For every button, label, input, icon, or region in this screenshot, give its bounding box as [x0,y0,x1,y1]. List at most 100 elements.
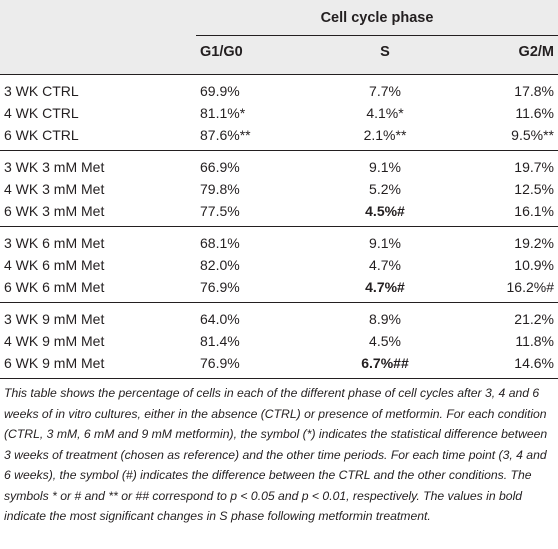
cell-g1-g0: 66.9% [200,156,240,178]
value: 10.9% [514,257,554,273]
value: 68.1% [200,235,240,251]
value: 2.1% [363,127,396,143]
cell-g1-g0: 69.9% [200,80,240,102]
row-label: 4 WK 9 mM Met [4,333,105,349]
value: 12.5% [514,181,554,197]
value: 64.0% [200,311,240,327]
cell-s: 4.1%* [340,102,430,124]
table-body: 3 WK CTRL 69.9% 7.7% 17.8% 4 WK CTRL 81.1%* 4.… [0,75,558,379]
value: 19.2% [514,235,554,251]
cell-s: 5.2% [340,178,430,200]
row-label: 4 WK CTRL [4,105,79,121]
column-header-g1-g0: G1/G0 [200,44,243,60]
cell-g2-m: 11.6% [515,102,554,124]
table-row: 3 WK 3 mM Met 66.9% 9.1% 19.7% [0,156,558,178]
row-label: 4 WK 6 mM Met [4,257,105,273]
cell-g2-m: 16.2%# [507,276,555,298]
cell-s: 4.5%# [340,200,430,222]
row-label: 6 WK 9 mM Met [4,355,105,371]
value-bold: 4.5%# [365,203,405,219]
group-rule [0,302,558,303]
cell-s: 4.7% [340,254,430,276]
row-group: 3 WK 6 mM Met 68.1% 9.1% 19.2% 4 WK 6 mM Met… [0,227,558,302]
row-label: 3 WK 3 mM Met [4,159,105,175]
cell-s: 6.7%## [340,352,430,374]
cell-s: 8.9% [340,308,430,330]
cell-s: 9.1% [340,232,430,254]
value: 76.9% [200,279,240,295]
cell-g2-m: 11.8% [515,330,554,352]
value: 87.6% [200,127,240,143]
cell-s: 2.1%** [340,124,430,146]
table-row: 4 WK 3 mM Met 79.8% 5.2% 12.5% [0,178,558,200]
table-row: 4 WK CTRL 81.1%* 4.1%* 11.6% [0,102,558,124]
cell-s: 7.7% [340,80,430,102]
cell-s: 4.5% [340,330,430,352]
significance-mark: ** [543,127,554,143]
cell-s: 4.7%# [340,276,430,298]
value: 77.5% [200,203,240,219]
group-rule [0,226,558,227]
value: 76.9% [200,355,240,371]
value: 9.5% [511,127,544,143]
cell-g2-m: 21.2% [514,308,554,330]
cell-g2-m: 16.1% [514,200,554,222]
value: 11.8% [515,333,554,349]
value: 8.9% [369,311,401,327]
row-label: 6 WK 6 mM Met [4,279,105,295]
table-row: 4 WK 6 mM Met 82.0% 4.7% 10.9% [0,254,558,276]
row-label: 6 WK CTRL [4,127,79,143]
value: 4.1% [366,105,399,121]
cell-g1-g0: 77.5% [200,200,240,222]
cell-g2-m: 14.6% [514,352,554,374]
cell-s: 9.1% [340,156,430,178]
cell-g1-g0: 87.6%** [200,124,251,146]
cell-g2-m: 12.5% [514,178,554,200]
table-row: 6 WK 9 mM Met 76.9% 6.7%## 14.6% [0,352,558,374]
significance-mark: ** [395,127,407,143]
cell-g1-g0: 76.9% [200,352,240,374]
cell-cycle-table: Cell cycle phase G1/G0 S G2/M 3 WK CTRL 6… [0,0,558,523]
cell-g1-g0: 81.1%* [200,102,245,124]
cell-g1-g0: 82.0% [200,254,240,276]
table-header: Cell cycle phase G1/G0 S G2/M [0,0,558,74]
table-row: 3 WK 6 mM Met 68.1% 9.1% 19.2% [0,232,558,254]
column-header-s: S [380,44,390,60]
value: 16.2% [506,279,547,295]
cell-g2-m: 10.9% [514,254,554,276]
value: 16.1% [514,203,554,219]
value: 9.1% [369,235,401,251]
header-rule [0,74,558,75]
cell-g1-g0: 79.8% [200,178,240,200]
group-rule [0,150,558,151]
table-footnote: This table shows the percentage of cells… [4,386,548,523]
row-group: 3 WK 9 mM Met 64.0% 8.9% 21.2% 4 WK 9 mM Met… [0,303,558,378]
value: 14.6% [514,355,554,371]
table-row: 6 WK 6 mM Met 76.9% 4.7%# 16.2%# [0,276,558,298]
cell-g2-m: 17.8% [514,80,554,102]
row-label: 3 WK 6 mM Met [4,235,105,251]
table-row: 4 WK 9 mM Met 81.4% 4.5% 11.8% [0,330,558,352]
value: 7.7% [369,83,401,99]
row-group: 3 WK CTRL 69.9% 7.7% 17.8% 4 WK CTRL 81.1%* 4.… [0,75,558,150]
value: 5.2% [369,181,401,197]
table-row: 6 WK CTRL 87.6%** 2.1%** 9.5%** [0,124,558,146]
cell-g1-g0: 81.4% [200,330,240,352]
group-rule [0,378,558,379]
cell-g1-g0: 68.1% [200,232,240,254]
cell-g2-m: 19.7% [514,156,554,178]
significance-mark: * [239,105,246,121]
significance-mark: * [398,105,404,121]
row-label: 4 WK 3 mM Met [4,181,105,197]
cell-g2-m: 9.5%** [511,124,554,146]
value: 66.9% [200,159,240,175]
value: 17.8% [514,83,554,99]
row-label: 3 WK CTRL [4,83,79,99]
significance-mark: # [546,279,554,295]
value: 4.7% [369,257,401,273]
value: 82.0% [200,257,240,273]
row-group: 3 WK 3 mM Met 66.9% 9.1% 19.7% 4 WK 3 mM Met… [0,151,558,226]
value: 81.4% [200,333,240,349]
value: 81.1% [200,105,240,121]
cell-g2-m: 19.2% [514,232,554,254]
